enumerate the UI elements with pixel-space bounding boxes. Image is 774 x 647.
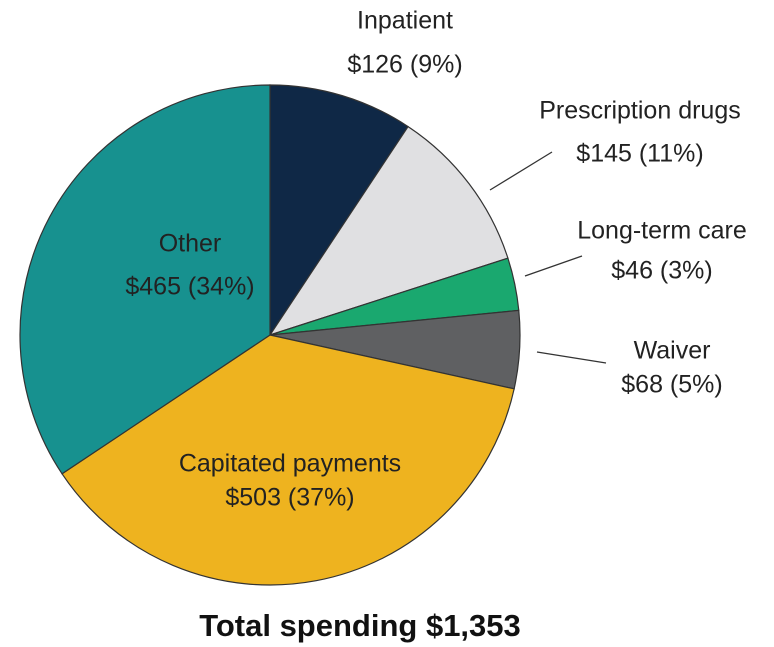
pie-slice — [19, 84, 271, 475]
slice-value-label: $126 (9%) — [347, 51, 462, 79]
slice-value-label: $46 (3%) — [611, 257, 712, 285]
pie-slice — [269, 84, 409, 337]
slice-value-label: $465 (34%) — [125, 273, 254, 301]
leader-line — [536, 351, 607, 364]
slice-label: Prescription drugs — [539, 97, 740, 125]
slice-label: Waiver — [634, 337, 711, 365]
slice-value-label: $503 (37%) — [225, 484, 354, 512]
leader-line — [524, 255, 583, 277]
slice-label: Long-term care — [577, 217, 747, 245]
pie-slice — [268, 125, 509, 337]
slice-value-label: $145 (11%) — [576, 140, 703, 168]
leader-line — [489, 151, 553, 191]
pie-slice — [61, 334, 515, 586]
slice-label: Other — [159, 230, 222, 258]
slice-label: Capitated payments — [179, 450, 401, 478]
slice-value-label: $68 (5%) — [621, 371, 722, 399]
chart-title: Total spending $1,353 — [199, 608, 521, 643]
slice-label: Inpatient — [357, 7, 453, 35]
